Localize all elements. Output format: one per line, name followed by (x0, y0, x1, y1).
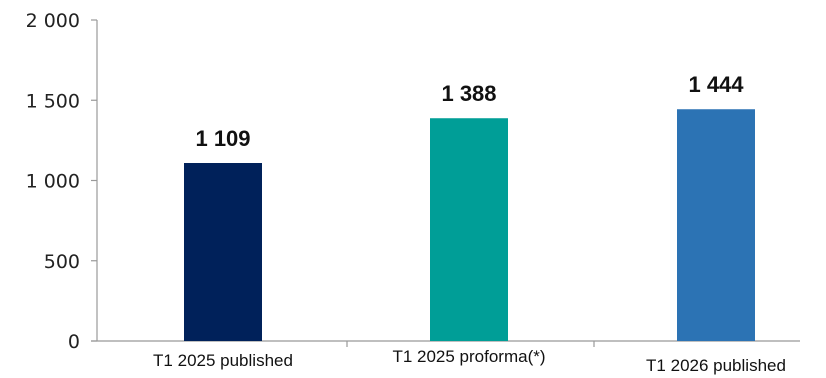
bar-value-label: 1 388 (441, 81, 496, 106)
bars (184, 109, 755, 341)
y-tick-label: 0 (68, 331, 80, 353)
y-tick-label: 1 500 (26, 90, 80, 112)
category-label: T1 2026 published (646, 356, 786, 375)
y-axis: 0 500 1 000 1 500 2 000 (26, 10, 98, 353)
y-tick-label: 1 000 (26, 171, 80, 193)
bar (184, 163, 262, 341)
bar-value-label: 1 444 (688, 72, 744, 97)
y-tick-label: 2 000 (26, 10, 80, 32)
bar-value-label: 1 109 (195, 126, 250, 151)
category-label: T1 2025 proforma(*) (392, 347, 545, 366)
bar (430, 118, 508, 341)
x-axis: T1 2025 published T1 2025 proforma(*) T1 2… (91, 340, 800, 375)
category-label: T1 2025 published (153, 351, 293, 370)
y-tick-label: 500 (44, 251, 80, 273)
bar (677, 109, 755, 341)
data-labels: 1 109 1 388 1 444 (195, 72, 744, 151)
